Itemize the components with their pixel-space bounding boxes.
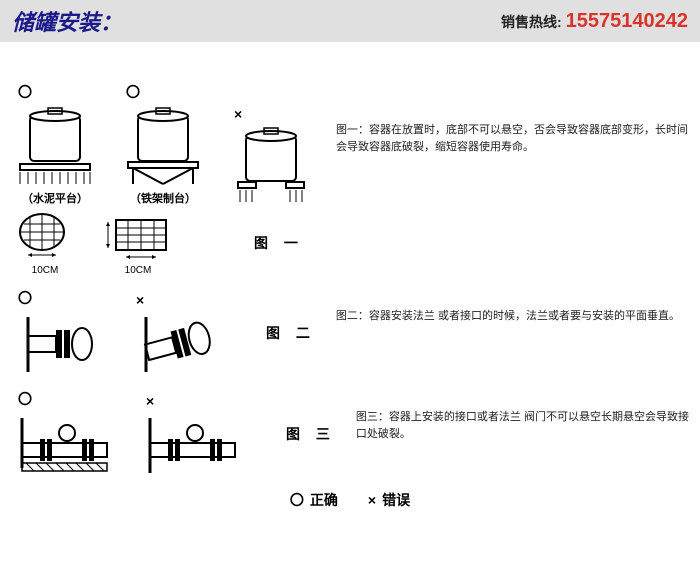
legend: 〇正确 ×错误 <box>10 490 690 510</box>
tank-concrete-svg <box>10 106 100 186</box>
row-3: 〇 × <box>10 389 690 478</box>
mark-correct: 〇 <box>18 389 32 409</box>
dim1: 10CM <box>32 265 59 276</box>
hotline-label: 销售热线: <box>501 12 562 32</box>
row-1: 〇 （水泥平台） 〇 <box>10 82 690 206</box>
row1-diagrams: 〇 （水泥平台） 〇 <box>10 82 316 206</box>
row1b-diagrams: 10CM 10CM 图 一 <box>10 210 304 276</box>
tank-concrete: 〇 （水泥平台） <box>10 82 100 206</box>
legend-ok: 〇正确 <box>290 490 338 510</box>
tank-wrong: × <box>226 106 316 206</box>
flange-ng: × <box>128 292 228 377</box>
row1b: 10CM 10CM 图 一 <box>10 210 690 276</box>
flange-ok: 〇 <box>10 288 110 377</box>
content: 〇 （水泥平台） 〇 <box>0 42 700 520</box>
row-2: 〇 × <box>10 288 690 377</box>
cap-frame: （铁架制台） <box>130 190 196 206</box>
row3-diagrams: 〇 × <box>10 389 336 478</box>
page-title: 储罐安装： <box>12 5 122 37</box>
mark-correct: 〇 <box>18 288 32 308</box>
flange-ng-svg <box>128 312 228 377</box>
grid-top-svg <box>10 210 80 265</box>
header-bar: 储罐安装： 销售热线: 15575140242 <box>0 0 700 42</box>
fig1-label: 图 一 <box>254 233 304 253</box>
mark-wrong: × <box>146 393 154 409</box>
desc-1: 图一：容器在放置时，底部不可以悬空，否会导致容器底部变形，长时间会导致容器底破裂… <box>336 122 690 155</box>
mark-correct: 〇 <box>18 82 32 102</box>
desc-3: 图三：容器上安装的接口或者法兰 阀门不可以悬空长期悬空会导致接口处破裂。 <box>356 409 690 442</box>
valve-ng-svg <box>138 413 248 478</box>
tank-wrong-svg <box>226 126 316 206</box>
valve-ok: 〇 <box>10 389 120 478</box>
desc-2: 图二：容器安装法兰 或者接口的时候，法兰或者要与安装的平面垂直。 <box>336 308 690 325</box>
valve-ok-svg <box>10 413 120 478</box>
tank-frame-svg <box>118 106 208 186</box>
tank-frame: 〇 （铁架制台） <box>118 82 208 206</box>
mark-wrong: × <box>234 106 242 122</box>
flange-ok-svg <box>10 312 110 377</box>
dim2: 10CM <box>125 265 152 276</box>
grid-top: 10CM <box>10 210 80 276</box>
hotline-wrap: 销售热线: 15575140242 <box>501 10 688 33</box>
hotline-number: 15575140242 <box>566 10 688 33</box>
cap-concrete: （水泥平台） <box>22 190 88 206</box>
mark-wrong: × <box>136 292 144 308</box>
valve-ng: × <box>138 393 248 478</box>
row2-diagrams: 〇 × <box>10 288 316 377</box>
grid-side: 10CM <box>98 210 178 276</box>
legend-ng: ×错误 <box>368 490 410 510</box>
mark-correct: 〇 <box>126 82 140 102</box>
fig2-label: 图 二 <box>266 323 316 343</box>
grid-side-svg <box>98 210 178 265</box>
fig3-label: 图 三 <box>286 424 336 444</box>
